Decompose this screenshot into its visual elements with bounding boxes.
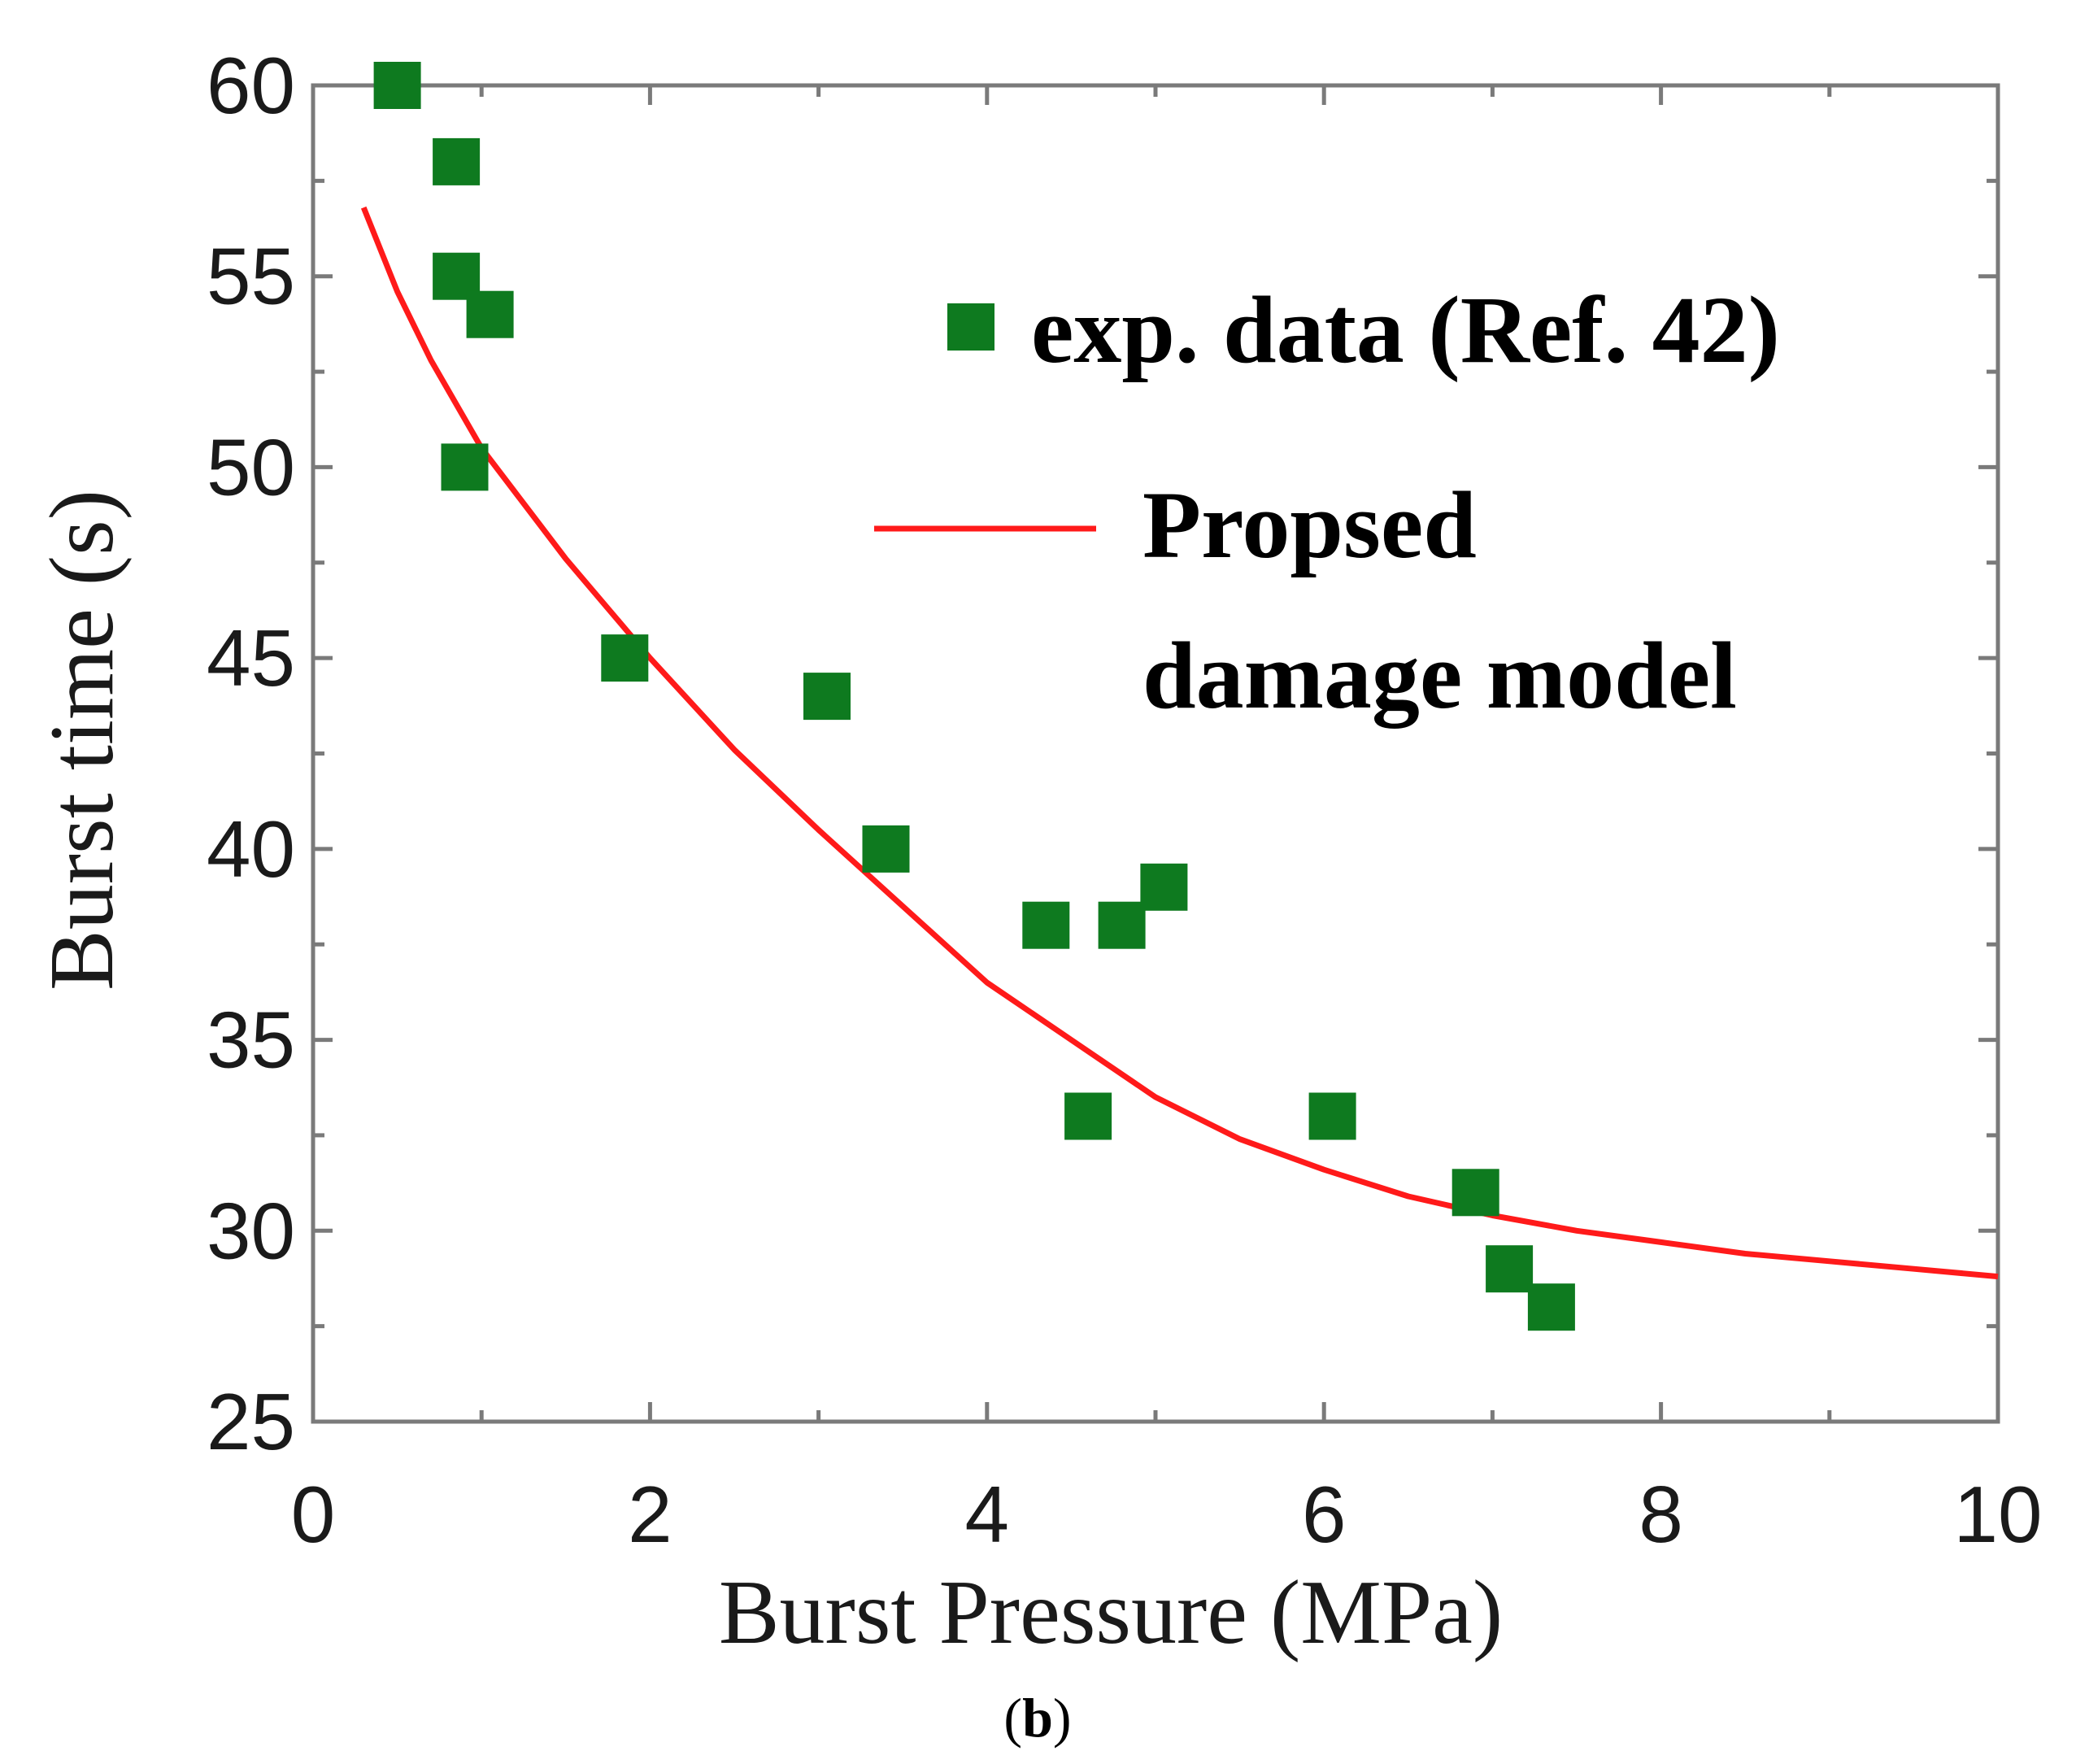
- data-point: [862, 825, 910, 873]
- x-tick-label: 10: [1953, 1470, 2042, 1559]
- x-tick-label: 4: [965, 1470, 1010, 1559]
- data-point: [803, 673, 851, 721]
- legend-label-model-line-2: damage model: [1142, 622, 1737, 729]
- legend-marker-square: [947, 303, 994, 351]
- x-tick-label: 0: [291, 1470, 336, 1559]
- y-tick-label: 25: [207, 1377, 295, 1466]
- caption-letter: b: [1022, 1687, 1053, 1749]
- legend-label-model-line-1: Propsed: [1142, 472, 1477, 578]
- y-tick-label: 50: [207, 422, 295, 512]
- model-curve: [360, 206, 1999, 1280]
- axis-ticks: [311, 83, 2000, 1424]
- exp-data-points: [373, 62, 1575, 1331]
- y-tick-label: 55: [207, 232, 295, 321]
- x-tick-label: 8: [1639, 1470, 1683, 1559]
- x-axis-title: Burst Pressure (MPa): [719, 1562, 1503, 1663]
- legend: exp. data (Ref. 42) Propsed damage model: [874, 277, 1780, 729]
- y-tick-label: 35: [207, 995, 295, 1085]
- x-tick-label: 6: [1302, 1470, 1347, 1559]
- y-tick-label: 40: [207, 804, 295, 894]
- data-point: [1451, 1169, 1499, 1217]
- y-axis-title: Burst time (s): [32, 490, 133, 991]
- data-point: [601, 634, 649, 682]
- data-point: [466, 290, 514, 338]
- data-point: [373, 62, 421, 109]
- caption-open-paren: (: [1003, 1687, 1022, 1749]
- data-point: [441, 443, 489, 491]
- legend-label-exp-data: exp. data (Ref. 42): [1031, 277, 1780, 383]
- y-tick-label: 30: [207, 1186, 295, 1275]
- data-point: [433, 137, 481, 185]
- x-tick-labels: 0 2 4 6 8 10: [291, 1470, 2043, 1559]
- y-tick-labels: 25 30 35 40 45 50 55 60: [207, 41, 295, 1466]
- figure-caption: (b): [1003, 1687, 1071, 1749]
- data-point: [1064, 1092, 1112, 1140]
- x-tick-label: 2: [628, 1470, 672, 1559]
- y-tick-label: 60: [207, 41, 295, 130]
- data-point: [1486, 1245, 1534, 1293]
- caption-close-paren: ): [1053, 1687, 1072, 1749]
- y-tick-label: 45: [207, 613, 295, 703]
- data-point: [1527, 1283, 1575, 1331]
- data-point: [1022, 901, 1070, 949]
- data-point: [1140, 863, 1188, 911]
- data-point: [1098, 901, 1146, 949]
- data-point: [1308, 1092, 1356, 1140]
